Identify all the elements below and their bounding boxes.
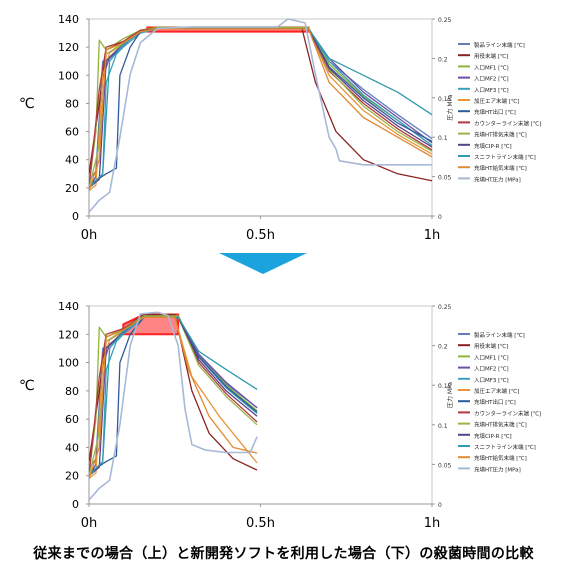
series-line-4	[89, 28, 432, 189]
y-tick-label: 140	[58, 13, 79, 26]
y-tick-label: 40	[65, 441, 79, 454]
y2-tick-label: 0.2	[438, 56, 448, 63]
legend-label: スニフトライン末端 [℃]	[474, 443, 536, 451]
legend-label: 充填HT出口 [℃]	[474, 108, 516, 116]
legend-label: カウンターライン末端 [℃]	[474, 409, 541, 417]
figure-caption: 従来までの場合（上）と新開発ソフトを利用した場合（下）の殺菌時間の比較	[33, 546, 534, 562]
series-line-2	[89, 26, 432, 186]
y2-axis-label: 圧力 MPa	[446, 94, 454, 120]
legend-label: 加圧エア末端 [℃]	[474, 387, 519, 395]
legend-label: 加圧エア末端 [℃]	[474, 97, 519, 105]
y-tick-label: 80	[65, 385, 79, 398]
series-line-12	[89, 18, 432, 213]
legend-label: 入口MF2 [℃]	[474, 76, 509, 83]
y2-tick-label: 0.1	[438, 423, 448, 430]
legend-label: スニフトライン末端 [℃]	[474, 153, 536, 161]
y-axis-unit: ℃	[19, 378, 35, 394]
legend-label: 入口MF1 [℃]	[474, 354, 509, 361]
y2-tick-label: 0.15	[438, 383, 452, 390]
legend-label: 用役末端 [℃]	[474, 52, 508, 60]
legend-label: 充填HT排気末端 [℃]	[474, 131, 527, 139]
legend-label: 充填HT圧力 [MPa]	[474, 175, 521, 183]
y-tick-label: 20	[65, 470, 79, 483]
legend-label: 充填HT給気末端 [℃]	[474, 454, 527, 462]
y2-tick-label: 0.15	[438, 96, 452, 103]
legend-label: 充填CIP-R [℃]	[474, 432, 512, 440]
y2-tick-label: 0	[438, 502, 442, 509]
y2-tick-label: 0.05	[438, 462, 452, 469]
y2-tick-label: 0.25	[438, 17, 452, 24]
x-tick-label: 1h	[424, 516, 441, 531]
legend-label: 充填HT排気末端 [℃]	[474, 421, 527, 429]
legend-label: 充填HT出口 [℃]	[474, 398, 516, 406]
y-tick-label: 120	[58, 41, 79, 54]
series-line-11	[89, 316, 258, 479]
y-tick-label: 0	[72, 210, 79, 223]
y2-tick-label: 0.1	[438, 135, 448, 142]
y-tick-label: 80	[65, 97, 79, 110]
legend: 製品ライン末端 [℃] 用役末端 [℃] 入口MF1 [℃] 入口MF2 [℃] 入口M…	[458, 41, 541, 183]
y-tick-label: 20	[65, 182, 79, 195]
x-tick-label: 0.5h	[246, 228, 275, 243]
legend-label: 入口MF3 [℃]	[474, 87, 509, 94]
y-tick-label: 60	[65, 126, 79, 139]
y-tick-label: 40	[65, 154, 79, 167]
y-tick-label: 100	[58, 69, 79, 82]
legend-label: 充填CIP-R [℃]	[474, 142, 512, 150]
plot-area	[88, 18, 433, 217]
y2-tick-label: 0.25	[438, 304, 452, 311]
plot-area	[88, 305, 433, 505]
y-tick-label: 60	[65, 413, 79, 426]
down-arrow-icon	[219, 253, 307, 274]
legend-label: 用役末端 [℃]	[474, 342, 508, 350]
x-tick-label: 1h	[424, 228, 441, 243]
legend-label: 製品ライン末端 [℃]	[474, 331, 525, 339]
series-lines	[89, 18, 432, 213]
chart-conventional: 0 20 40 60 80 100 120 140 ℃ 0 0.05 0.1 0.15 0.2 0.25 圧力…	[19, 13, 541, 243]
y-axis-unit: ℃	[19, 96, 35, 112]
legend-label: カウンターライン末端 [℃]	[474, 119, 541, 127]
legend: 製品ライン末端 [℃] 用役末端 [℃] 入口MF1 [℃] 入口MF2 [℃] 入口M…	[458, 331, 541, 473]
y-tick-label: 140	[58, 300, 79, 313]
legend-label: 入口MF2 [℃]	[474, 366, 509, 373]
legend-label: 充填HT給気末端 [℃]	[474, 164, 527, 172]
y2-tick-label: 0.2	[438, 344, 448, 351]
chart-new-software: 0 20 40 60 80 100 120 140 ℃ 0 0.05 0.1 0.15 0.2 0.25 圧力…	[19, 300, 541, 531]
series-line-12	[89, 311, 258, 501]
y-tick-label: 100	[58, 357, 79, 370]
y-tick-label: 0	[72, 498, 79, 511]
x-tick-label: 0h	[81, 516, 98, 531]
legend-label: 充填HT圧力 [MPa]	[474, 465, 521, 473]
y-tick-label: 120	[58, 328, 79, 341]
legend-label: 入口MF3 [℃]	[474, 377, 509, 384]
y2-tick-label: 0.05	[438, 175, 452, 182]
series-lines	[89, 311, 258, 501]
x-tick-label: 0h	[81, 228, 98, 243]
legend-label: 製品ライン末端 [℃]	[474, 41, 525, 49]
y2-axis-label: 圧力 MPa	[446, 382, 454, 408]
y2-tick-label: 0	[438, 214, 442, 221]
legend-label: 入口MF1 [℃]	[474, 64, 509, 71]
x-tick-label: 0.5h	[246, 516, 275, 531]
